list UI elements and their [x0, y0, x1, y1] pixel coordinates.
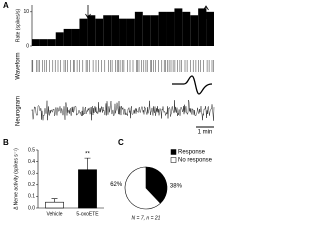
- scale-bar-label: 1 min: [198, 130, 213, 136]
- panel-label: B: [3, 138, 9, 147]
- annotation: **: [85, 152, 90, 158]
- bar: [103, 15, 112, 46]
- bar: [87, 15, 96, 46]
- panel-label: A: [3, 1, 9, 10]
- y-tick-label: 10: [23, 9, 29, 15]
- y-axis-label: Δ Nerve activity (spikes s⁻¹): [13, 148, 19, 210]
- slice-label: 62%: [110, 182, 123, 188]
- x-tick-label: Vehicle: [46, 211, 62, 217]
- bar: [79, 18, 88, 46]
- pie-slice: [124, 166, 161, 210]
- y-tick-label: 0.3: [28, 171, 35, 177]
- y-tick-label: 0.0: [28, 205, 35, 211]
- bar: [174, 8, 183, 46]
- bar: [32, 39, 40, 46]
- bar: [55, 32, 64, 46]
- trace-label: Waveform: [16, 52, 22, 79]
- waveform-shape: [172, 75, 213, 95]
- neurogram: [31, 99, 215, 121]
- bar: [47, 39, 56, 46]
- error-bar: [51, 198, 58, 203]
- bar: [190, 15, 199, 46]
- panel-label: C: [118, 138, 124, 147]
- legend-swatch: [170, 149, 177, 155]
- bar: [158, 11, 167, 47]
- legend-label: Response: [178, 150, 206, 156]
- bar: [150, 15, 159, 46]
- bar: [126, 18, 135, 46]
- bar: [166, 11, 175, 47]
- bar: [206, 11, 214, 47]
- bar: [134, 11, 143, 47]
- y-axis-label: Rate (spikes/s): [15, 8, 21, 42]
- y-tick-label: 0: [26, 43, 29, 49]
- bar: [142, 15, 151, 46]
- bar: [39, 39, 48, 46]
- bar: [45, 201, 64, 209]
- legend-label: No response: [178, 158, 213, 164]
- slice-label: 38%: [170, 183, 183, 189]
- legend-swatch: [170, 157, 177, 163]
- trace-label: Neurogram: [16, 96, 22, 126]
- bar: [63, 28, 72, 46]
- y-tick-label: 0.5: [28, 147, 35, 153]
- bar: [111, 15, 120, 46]
- spike-raster: [31, 60, 214, 72]
- note: N = 7, n = 21: [132, 215, 161, 221]
- bar: [119, 18, 127, 46]
- bar: [95, 18, 104, 46]
- error-bar: [84, 157, 91, 170]
- bar: [78, 169, 97, 209]
- x-tick-label: 5-oxoETE: [76, 211, 99, 217]
- bar: [182, 11, 191, 47]
- pie-slice: [145, 166, 168, 204]
- y-tick-label: 0.1: [28, 194, 35, 200]
- y-tick-label: 0.2: [28, 182, 35, 188]
- bar: [198, 8, 207, 46]
- y-tick-label: 0.4: [28, 159, 35, 165]
- bar: [71, 28, 80, 46]
